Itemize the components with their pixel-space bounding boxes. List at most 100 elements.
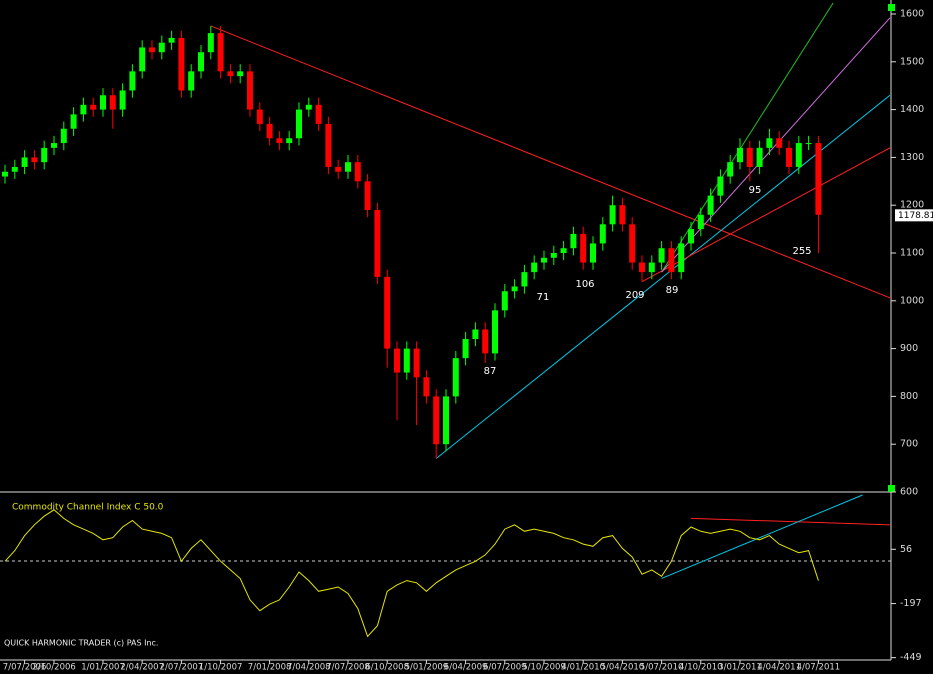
candle-body	[570, 233, 577, 249]
pattern-label: 209	[625, 290, 644, 301]
pattern-label: 71	[537, 292, 550, 303]
candle-body	[619, 205, 626, 225]
candle-body	[100, 95, 106, 110]
candle-body	[354, 162, 361, 182]
candle-body	[776, 138, 783, 148]
candle-body	[119, 90, 126, 110]
candle-body	[129, 71, 136, 91]
candle-body	[227, 71, 234, 77]
candle-body	[276, 138, 283, 144]
x-tick-label: 5/04/2010	[601, 663, 645, 673]
y-tick-label: 800	[900, 391, 918, 402]
candle-body	[31, 157, 38, 163]
y-tick-label: 1400	[900, 104, 924, 115]
candle-body	[697, 214, 704, 230]
panel-marker	[888, 485, 895, 492]
candle-body	[403, 348, 410, 373]
candle-body	[590, 243, 596, 263]
candle-body	[286, 138, 293, 144]
x-tick-label: 2/07/2007	[160, 663, 204, 673]
x-tick-label: 5/01/2009	[405, 663, 449, 673]
candle-body	[678, 243, 685, 273]
candle-body	[462, 339, 469, 359]
pattern-label: 255	[792, 246, 811, 257]
candle-body	[188, 71, 195, 91]
candle-body	[413, 348, 420, 378]
candle-body	[492, 310, 498, 354]
trendline	[661, 494, 863, 579]
candle-body	[531, 262, 538, 273]
candle-body	[482, 329, 489, 354]
x-tick-label: 7/01/2008	[248, 663, 292, 673]
candle-body	[11, 166, 18, 172]
candle-body	[335, 166, 342, 172]
candle-body	[795, 143, 802, 167]
candle-body	[443, 396, 449, 445]
candle-body	[737, 147, 743, 163]
candle-body	[41, 147, 48, 163]
candle-body	[423, 377, 430, 397]
candle-body	[345, 162, 351, 172]
cci-line	[4, 509, 819, 638]
candle-body	[541, 257, 547, 263]
candle-body	[580, 233, 587, 263]
candle-body	[452, 358, 459, 397]
candle-body	[727, 162, 734, 177]
candle-body	[688, 229, 694, 244]
trendline	[435, 94, 891, 459]
y-tick-label: 1300	[900, 152, 924, 163]
x-tick-label: 1/01/2007	[81, 663, 125, 673]
y-tick-label: 1000	[900, 295, 924, 306]
candle-body	[374, 209, 381, 277]
trendline	[661, 17, 891, 273]
candle-body	[217, 33, 224, 72]
x-tick-label: 6/07/2009	[483, 663, 527, 673]
pattern-label: 87	[484, 366, 497, 377]
pattern-label: 95	[749, 185, 762, 196]
last-price-label: 1178.81	[898, 211, 933, 221]
last-price-box	[895, 209, 933, 222]
candle-body	[178, 37, 185, 91]
candle-body	[207, 33, 214, 53]
x-tick-label: 7/04/2008	[287, 663, 331, 673]
candle-body	[198, 52, 204, 72]
pattern-label: 106	[575, 279, 594, 290]
candle-body	[296, 109, 302, 139]
candle-body	[521, 272, 528, 287]
candle-body	[394, 348, 400, 373]
candle-body	[60, 128, 67, 144]
y-tick-label: 1100	[900, 247, 924, 258]
trendline	[690, 517, 890, 526]
panel-marker	[888, 4, 895, 11]
y-tick-label: 1600	[900, 8, 924, 19]
candle-body	[247, 71, 253, 110]
candle-body	[158, 42, 165, 53]
indicator-title: Commodity Channel Index C 50.0	[12, 503, 164, 513]
x-tick-label: 4/10/2010	[679, 663, 723, 673]
y-tick-label: 1500	[900, 56, 924, 67]
candle-body	[746, 147, 753, 167]
x-tick-label: 5/07/2010	[640, 663, 684, 673]
y-tick-label: -197	[900, 598, 922, 609]
candle-body	[237, 71, 244, 77]
candle-body	[472, 329, 479, 340]
candle-body	[109, 95, 116, 110]
y-tick-label: 1200	[900, 200, 924, 211]
pattern-label: 89	[666, 285, 679, 296]
candle-body	[629, 224, 636, 263]
candle-body	[433, 396, 440, 445]
candle-body	[805, 143, 812, 145]
y-tick-label: -449	[900, 652, 922, 663]
x-tick-label: 7/07/2008	[326, 663, 370, 673]
candle-body	[599, 224, 606, 244]
candle-body	[560, 248, 567, 253]
candle-body	[51, 143, 57, 148]
candle-body	[658, 248, 665, 263]
candle-body	[266, 123, 273, 139]
candle-body	[384, 276, 391, 349]
trendline	[210, 25, 891, 299]
candle-body	[149, 47, 155, 53]
candle-body	[648, 262, 655, 273]
